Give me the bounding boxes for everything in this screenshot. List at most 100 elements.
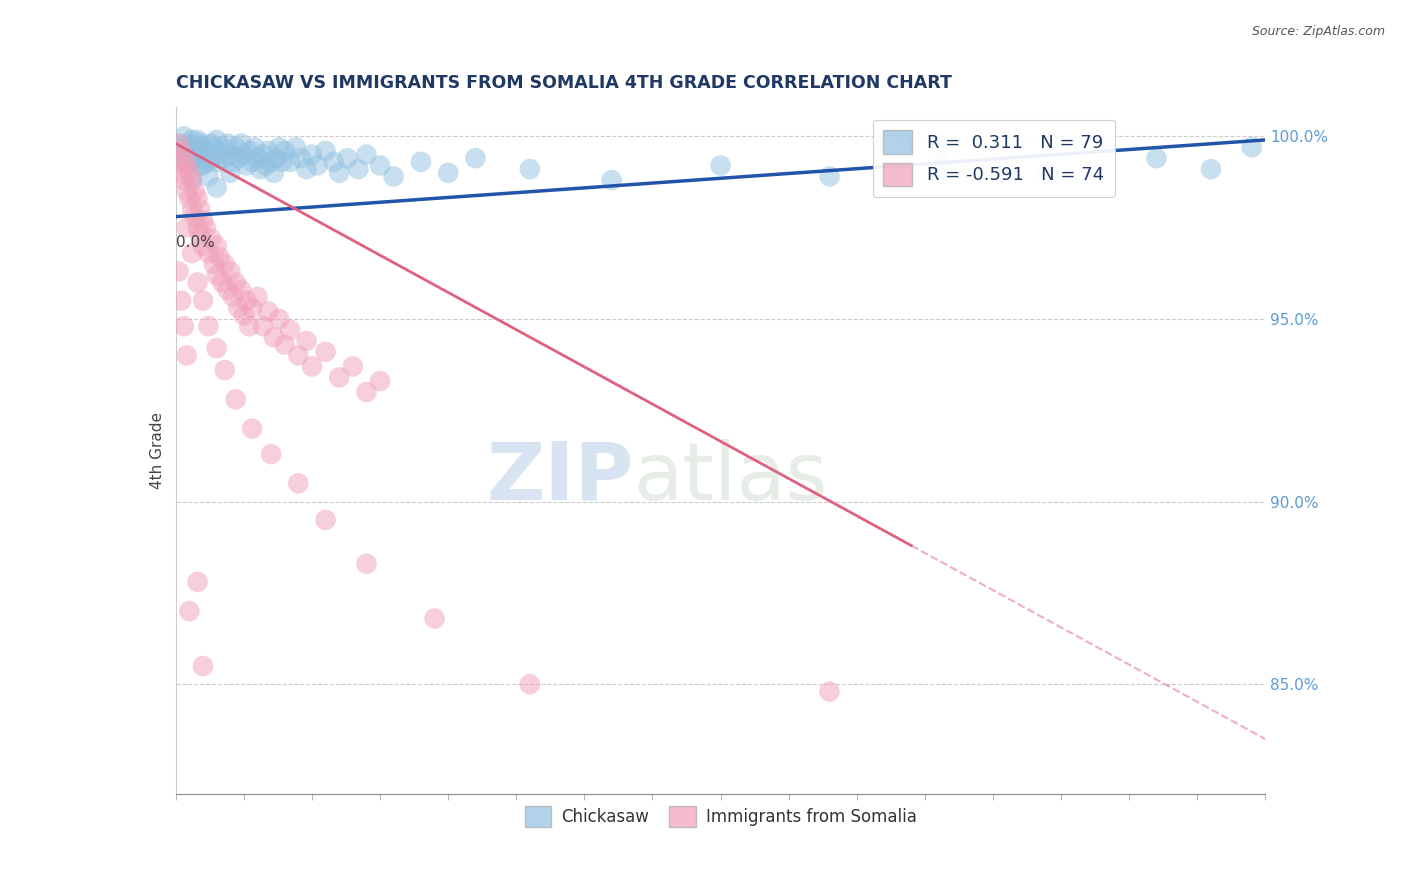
Point: [368, 159, 391, 173]
Point: [1144, 151, 1167, 165]
Point: [217, 136, 239, 151]
Point: [186, 133, 209, 147]
Point: [176, 140, 198, 154]
Point: [263, 166, 285, 180]
Point: [260, 447, 283, 461]
Point: [179, 154, 201, 169]
Point: [238, 144, 260, 158]
Point: [170, 144, 193, 158]
Point: [188, 151, 211, 165]
Point: [295, 334, 318, 348]
Point: [173, 173, 195, 187]
Point: [301, 359, 323, 374]
Point: [240, 301, 263, 315]
Point: [173, 154, 195, 169]
Point: [423, 611, 446, 625]
Point: [179, 604, 201, 618]
Point: [274, 337, 297, 351]
Point: [205, 268, 228, 282]
Point: [188, 202, 211, 217]
Point: [307, 159, 329, 173]
Point: [197, 246, 219, 260]
Point: [176, 159, 198, 173]
Point: [290, 151, 312, 165]
Point: [186, 276, 209, 290]
Point: [336, 151, 359, 165]
Text: 0.0%: 0.0%: [176, 235, 215, 250]
Point: [181, 133, 204, 147]
Point: [284, 140, 307, 154]
Point: [246, 151, 269, 165]
Point: [186, 144, 209, 158]
Point: [170, 293, 193, 308]
Point: [356, 557, 378, 571]
Point: [205, 154, 228, 169]
Point: [328, 166, 350, 180]
Point: [269, 312, 291, 326]
Point: [232, 147, 254, 161]
Text: atlas: atlas: [633, 439, 828, 517]
Point: [278, 323, 301, 337]
Point: [173, 129, 195, 144]
Point: [194, 220, 217, 235]
Point: [287, 349, 309, 363]
Point: [205, 180, 228, 194]
Point: [181, 173, 204, 187]
Point: [266, 151, 288, 165]
Point: [295, 162, 318, 177]
Point: [271, 154, 294, 169]
Point: [184, 184, 207, 198]
Point: [263, 330, 285, 344]
Point: [240, 154, 263, 169]
Legend: Chickasaw, Immigrants from Somalia: Chickasaw, Immigrants from Somalia: [517, 799, 924, 834]
Point: [257, 144, 280, 158]
Point: [197, 319, 219, 334]
Point: [818, 684, 841, 698]
Point: [188, 227, 211, 242]
Point: [194, 144, 217, 158]
Point: [235, 159, 257, 173]
Point: [231, 136, 253, 151]
Point: [257, 304, 280, 318]
Point: [186, 220, 209, 235]
Point: [170, 147, 193, 161]
Point: [315, 144, 337, 158]
Point: [252, 319, 274, 334]
Point: [818, 169, 841, 184]
Point: [179, 191, 201, 205]
Point: [710, 159, 733, 173]
Text: Source: ZipAtlas.com: Source: ZipAtlas.com: [1251, 25, 1385, 38]
Point: [200, 231, 222, 245]
Point: [315, 513, 337, 527]
Point: [287, 476, 309, 491]
Point: [301, 147, 323, 161]
Point: [184, 140, 207, 154]
Point: [214, 257, 236, 271]
Point: [176, 220, 198, 235]
Point: [1199, 162, 1222, 177]
Point: [197, 154, 219, 169]
Point: [249, 162, 271, 177]
Point: [173, 151, 195, 165]
Point: [205, 133, 228, 147]
Point: [246, 290, 269, 304]
Point: [254, 159, 277, 173]
Point: [202, 140, 225, 154]
Point: [356, 384, 378, 399]
Point: [181, 173, 204, 187]
Point: [181, 246, 204, 260]
Point: [240, 421, 263, 435]
Point: [600, 173, 623, 187]
Point: [464, 151, 486, 165]
Point: [225, 140, 247, 154]
Point: [1036, 166, 1059, 180]
Point: [173, 319, 195, 334]
Point: [184, 210, 207, 224]
Point: [928, 154, 950, 169]
Point: [202, 257, 225, 271]
Point: [200, 136, 222, 151]
Point: [217, 283, 239, 297]
Point: [260, 154, 283, 169]
Point: [188, 159, 211, 173]
Point: [181, 202, 204, 217]
